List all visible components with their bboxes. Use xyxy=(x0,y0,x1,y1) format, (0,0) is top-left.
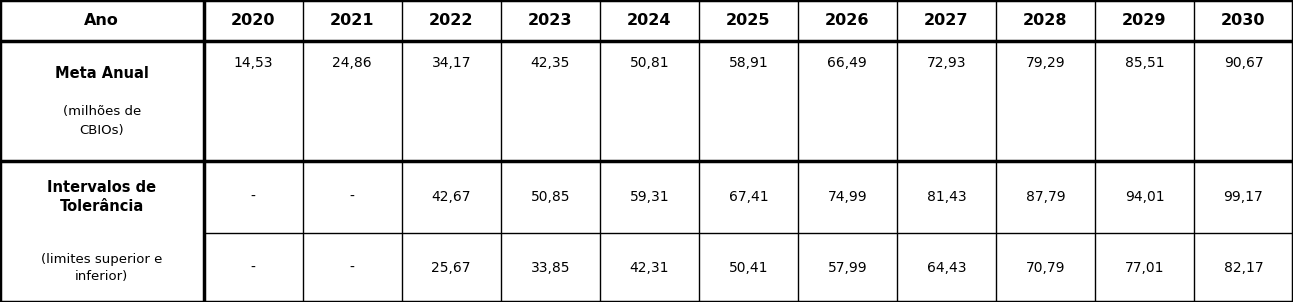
Bar xyxy=(1193,161,1293,233)
Bar xyxy=(798,41,897,161)
Bar xyxy=(204,0,303,41)
Text: 94,01: 94,01 xyxy=(1125,190,1164,204)
Bar xyxy=(996,161,1095,233)
Bar xyxy=(0,161,204,233)
Text: -: - xyxy=(350,261,354,275)
Text: 50,41: 50,41 xyxy=(728,261,768,275)
Bar xyxy=(303,41,402,161)
Text: 59,31: 59,31 xyxy=(630,190,668,204)
Bar xyxy=(303,161,402,233)
Bar xyxy=(303,233,402,302)
Text: 2022: 2022 xyxy=(429,13,473,28)
Text: Ano: Ano xyxy=(84,13,119,28)
Text: -: - xyxy=(251,190,256,204)
Text: 64,43: 64,43 xyxy=(927,261,966,275)
Bar xyxy=(402,41,500,161)
Bar xyxy=(500,0,600,41)
Text: 2026: 2026 xyxy=(825,13,870,28)
Text: -: - xyxy=(350,190,354,204)
Bar xyxy=(402,233,500,302)
Text: 90,67: 90,67 xyxy=(1223,56,1263,70)
Bar xyxy=(204,161,303,233)
Text: 77,01: 77,01 xyxy=(1125,261,1164,275)
Bar xyxy=(0,41,204,161)
Bar xyxy=(1095,41,1193,161)
Text: (limites superior e
inferior): (limites superior e inferior) xyxy=(41,253,163,283)
Text: 2028: 2028 xyxy=(1023,13,1068,28)
Text: 58,91: 58,91 xyxy=(728,56,768,70)
Text: 70,79: 70,79 xyxy=(1025,261,1065,275)
Bar xyxy=(1193,0,1293,41)
Text: 25,67: 25,67 xyxy=(432,261,471,275)
Text: 24,86: 24,86 xyxy=(332,56,372,70)
Bar xyxy=(698,233,798,302)
Bar xyxy=(798,161,897,233)
Bar xyxy=(600,233,698,302)
Bar xyxy=(1095,0,1193,41)
Bar xyxy=(996,233,1095,302)
Bar xyxy=(204,233,303,302)
Text: 85,51: 85,51 xyxy=(1125,56,1164,70)
Bar xyxy=(897,0,996,41)
Bar xyxy=(897,161,996,233)
Text: 50,85: 50,85 xyxy=(530,190,570,204)
Text: 82,17: 82,17 xyxy=(1223,261,1263,275)
Bar xyxy=(600,0,698,41)
Text: 2020: 2020 xyxy=(231,13,275,28)
Text: 99,17: 99,17 xyxy=(1223,190,1263,204)
Bar xyxy=(1193,41,1293,161)
Text: Intervalos de
Tolerância: Intervalos de Tolerância xyxy=(48,180,156,214)
Bar xyxy=(402,0,500,41)
Bar xyxy=(0,0,204,41)
Bar xyxy=(500,233,600,302)
Bar xyxy=(600,161,698,233)
Bar xyxy=(600,41,698,161)
Text: (milhões de
CBIOs): (milhões de CBIOs) xyxy=(62,105,141,137)
Text: 72,93: 72,93 xyxy=(927,56,966,70)
Bar xyxy=(1095,233,1193,302)
Bar xyxy=(1095,161,1193,233)
Bar xyxy=(897,41,996,161)
Bar xyxy=(798,0,897,41)
Text: 2030: 2030 xyxy=(1221,13,1266,28)
Bar xyxy=(402,161,500,233)
Text: 42,67: 42,67 xyxy=(432,190,471,204)
Text: 74,99: 74,99 xyxy=(828,190,868,204)
Text: 2021: 2021 xyxy=(330,13,375,28)
Bar xyxy=(500,161,600,233)
Text: 2023: 2023 xyxy=(528,13,573,28)
Text: 81,43: 81,43 xyxy=(927,190,966,204)
Text: Meta Anual: Meta Anual xyxy=(54,66,149,81)
Text: -: - xyxy=(251,261,256,275)
Text: 14,53: 14,53 xyxy=(234,56,273,70)
Bar xyxy=(698,0,798,41)
Text: 67,41: 67,41 xyxy=(728,190,768,204)
Text: 79,29: 79,29 xyxy=(1025,56,1065,70)
Bar xyxy=(303,0,402,41)
Text: 50,81: 50,81 xyxy=(630,56,668,70)
Text: 2029: 2029 xyxy=(1122,13,1166,28)
Text: 2027: 2027 xyxy=(924,13,968,28)
Text: 57,99: 57,99 xyxy=(828,261,868,275)
Text: 2025: 2025 xyxy=(727,13,771,28)
Bar xyxy=(204,41,303,161)
Bar xyxy=(1193,233,1293,302)
Text: 42,35: 42,35 xyxy=(530,56,570,70)
Text: 33,85: 33,85 xyxy=(530,261,570,275)
Text: 87,79: 87,79 xyxy=(1025,190,1065,204)
Bar xyxy=(500,41,600,161)
Bar xyxy=(996,41,1095,161)
Text: 66,49: 66,49 xyxy=(828,56,868,70)
Text: 42,31: 42,31 xyxy=(630,261,668,275)
Bar xyxy=(698,161,798,233)
Bar xyxy=(798,233,897,302)
Text: 2024: 2024 xyxy=(627,13,671,28)
Bar xyxy=(996,0,1095,41)
Text: 34,17: 34,17 xyxy=(432,56,471,70)
Bar xyxy=(897,233,996,302)
Bar xyxy=(698,41,798,161)
Bar xyxy=(0,233,204,302)
